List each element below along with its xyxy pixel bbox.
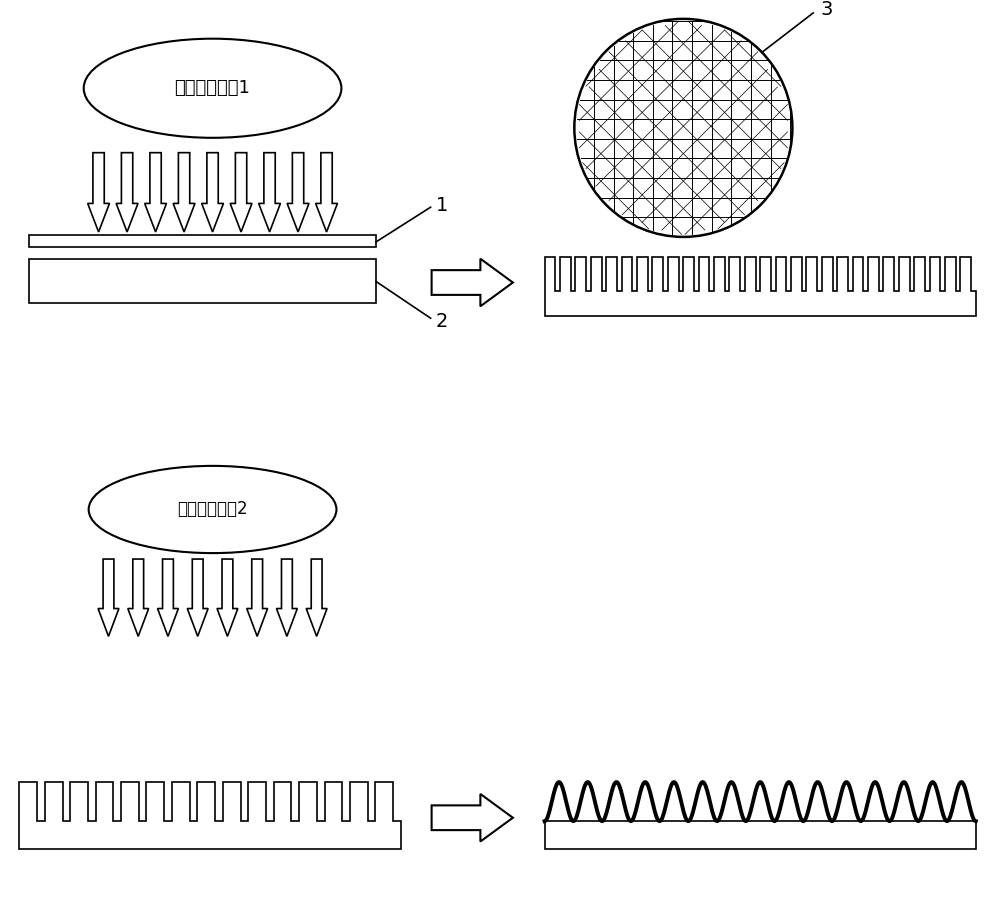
- Polygon shape: [202, 152, 223, 232]
- Polygon shape: [432, 259, 513, 306]
- Ellipse shape: [89, 466, 336, 553]
- Polygon shape: [316, 152, 337, 232]
- Polygon shape: [432, 794, 513, 842]
- Polygon shape: [287, 152, 309, 232]
- Polygon shape: [29, 259, 376, 304]
- Ellipse shape: [84, 39, 341, 138]
- Polygon shape: [173, 152, 195, 232]
- Polygon shape: [29, 235, 376, 247]
- Polygon shape: [98, 559, 119, 636]
- Polygon shape: [88, 152, 109, 232]
- Polygon shape: [19, 782, 401, 850]
- Polygon shape: [158, 559, 178, 636]
- Text: 低温等离子体2: 低温等离子体2: [177, 500, 248, 518]
- Polygon shape: [247, 559, 268, 636]
- Text: 1: 1: [436, 196, 448, 214]
- Polygon shape: [545, 821, 976, 850]
- Text: 3: 3: [820, 0, 833, 20]
- Polygon shape: [306, 559, 327, 636]
- Polygon shape: [116, 152, 138, 232]
- Text: 低温等离子体1: 低温等离子体1: [175, 79, 250, 97]
- Polygon shape: [276, 559, 297, 636]
- Polygon shape: [145, 152, 166, 232]
- Text: 2: 2: [436, 312, 448, 331]
- Polygon shape: [230, 152, 252, 232]
- Polygon shape: [187, 559, 208, 636]
- Polygon shape: [217, 559, 238, 636]
- Polygon shape: [259, 152, 280, 232]
- Circle shape: [574, 19, 792, 237]
- Polygon shape: [545, 257, 976, 316]
- Polygon shape: [128, 559, 149, 636]
